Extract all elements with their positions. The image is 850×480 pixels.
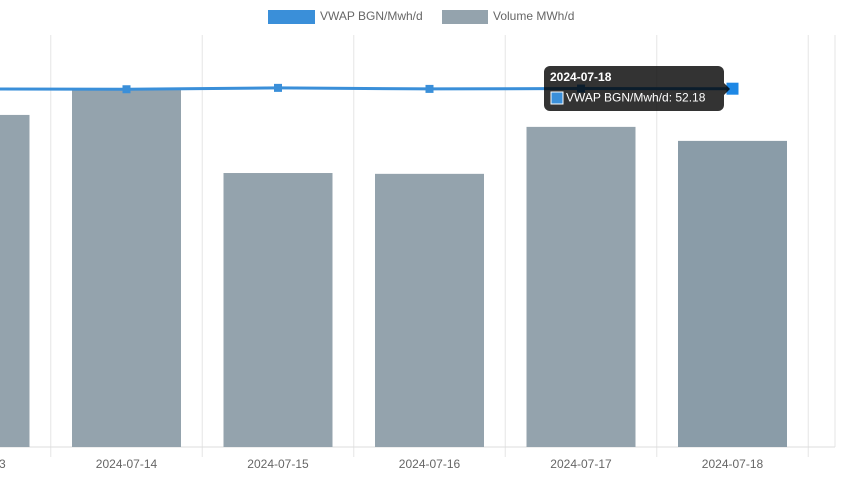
legend-swatch: [268, 10, 315, 24]
legend-swatch: [442, 10, 488, 24]
bar: [526, 126, 636, 447]
x-tick-label: 2024-07-17: [550, 457, 612, 471]
tooltip-swatch: [550, 91, 564, 105]
x-tick-label: 2024-07-18: [702, 457, 764, 471]
line-point: [274, 83, 282, 92]
tooltip: 2024-07-18 VWAP BGN/Mwh/d: 52.18: [544, 66, 730, 111]
x-tick-label: 2024-07-16: [399, 457, 461, 471]
line-point: [726, 82, 739, 95]
legend-label: Volume MWh/d: [493, 9, 574, 23]
bar: [678, 140, 787, 447]
line-point: [122, 85, 131, 94]
bar: [72, 89, 181, 448]
bar: [223, 173, 333, 447]
x-tick-label: 2024-07-15: [247, 457, 309, 471]
bar: [375, 173, 484, 447]
bar: [0, 114, 30, 447]
line-point: [425, 84, 434, 93]
tooltip-title: 2024-07-18: [550, 70, 612, 84]
legend-label: VWAP BGN/Mwh/d: [320, 9, 423, 23]
x-tick-label: 2024-07-14: [96, 457, 158, 471]
tooltip-label: VWAP BGN/Mwh/d: 52.18: [566, 91, 706, 105]
x-tick-label: 2024-07-13: [0, 457, 6, 471]
tooltip-box: [544, 66, 724, 111]
tooltip-caret: [724, 83, 730, 95]
